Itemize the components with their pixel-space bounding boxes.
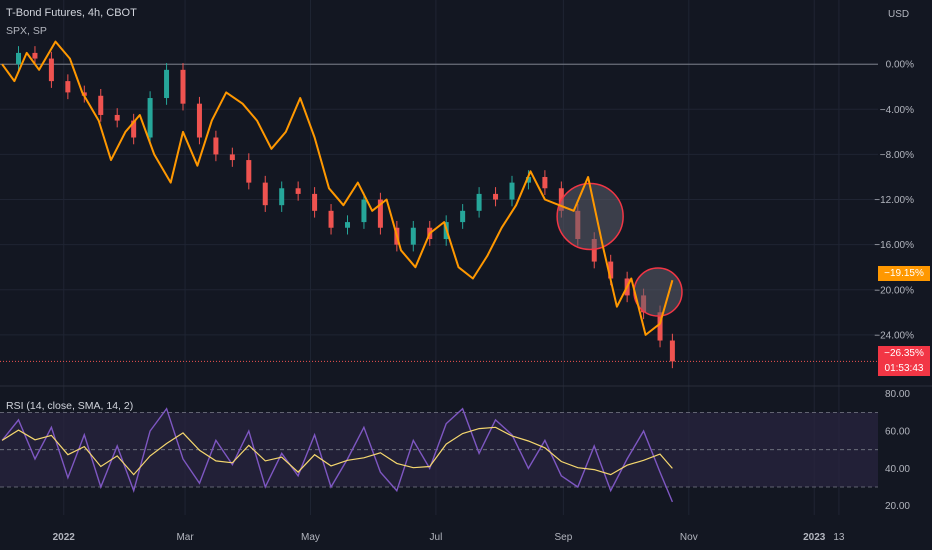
tbond-candle: [410, 227, 416, 245]
tbond-candle: [32, 52, 38, 59]
tbond-price-badge: −26.35%: [878, 346, 930, 361]
rsi-line: [1, 407, 674, 503]
y-tick-label: −12.00%: [874, 195, 914, 206]
highlight-circle: [556, 182, 624, 251]
tbond-candle: [48, 58, 54, 82]
symbol-legend[interactable]: T-Bond Futures, 4h, CBOT: [6, 7, 137, 19]
rsi-band: [0, 412, 878, 488]
tbond-candle: [328, 210, 334, 228]
tbond-candle: [279, 188, 285, 206]
x-tick-label: 2023: [803, 532, 826, 543]
spx-price-badge: −19.15%: [878, 266, 930, 281]
tbond-candle: [262, 182, 268, 206]
x-tick-label: Jul: [430, 532, 443, 543]
spx-line: [1, 40, 674, 336]
compare-legend[interactable]: SPX, SP: [6, 25, 47, 37]
tbond-candle: [493, 193, 499, 200]
highlight-circle: [633, 267, 683, 317]
tbond-candle: [246, 160, 252, 183]
tbond-candle: [657, 312, 663, 341]
rsi-tick-label: 60.00: [885, 427, 910, 438]
rsi-legend[interactable]: RSI (14, close, SMA, 14, 2): [6, 400, 134, 412]
x-tick-label: Mar: [176, 532, 194, 543]
y-tick-label: −16.00%: [874, 240, 914, 251]
x-tick-label: Sep: [555, 532, 573, 543]
tbond-candle: [542, 176, 548, 189]
x-tick-label: Nov: [680, 532, 698, 543]
rsi-pane: [0, 407, 878, 503]
y-tick-label: −20.00%: [874, 285, 914, 296]
tbond-candle: [196, 103, 202, 138]
main-pane: [0, 40, 878, 369]
x-tick-label: 2022: [53, 532, 76, 543]
tbond-candle: [213, 137, 219, 155]
rsi-tick-label: 20.00: [885, 501, 910, 512]
x-tick-label: 13: [833, 532, 845, 543]
rsi-ma-line: [1, 426, 673, 476]
tbond-candle: [229, 154, 235, 161]
tbond-candle: [669, 340, 675, 362]
tbond-candle: [164, 69, 170, 99]
tbond-candle: [131, 120, 137, 138]
tbond-candle: [476, 193, 482, 211]
tbond-candle: [295, 188, 301, 194]
tbond-candle: [114, 114, 120, 121]
tbond-candle: [525, 176, 531, 183]
y-tick-label: −4.00%: [880, 105, 914, 116]
rsi-tick-label: 40.00: [885, 464, 910, 475]
tbond-candle: [460, 210, 466, 223]
tbond-candle: [180, 69, 186, 104]
tbond-candle: [312, 193, 318, 211]
bar-countdown: 01:53:43: [878, 361, 930, 376]
tbond-candle: [377, 199, 383, 228]
tbond-candle: [361, 199, 367, 223]
tbond-candle: [608, 261, 614, 279]
currency-label: USD: [888, 9, 910, 20]
tbond-candle: [147, 98, 153, 138]
x-tick-label: May: [301, 532, 320, 543]
y-tick-label: −24.00%: [874, 330, 914, 341]
tbond-candle: [98, 95, 104, 115]
rsi-tick-label: 80.00: [885, 389, 910, 400]
axes: 0.00% −4.00% −8.00% −12.00% −16.00% −20.00% −2…: [53, 60, 914, 543]
tbond-candle: [509, 182, 515, 200]
tbond-candle: [16, 52, 22, 65]
tbond-candle: [591, 239, 597, 262]
tbond-candle: [344, 222, 350, 228]
tbond-candle: [65, 81, 71, 93]
y-tick-label: −8.00%: [880, 150, 914, 161]
y-tick-label: 0.00%: [886, 60, 914, 71]
